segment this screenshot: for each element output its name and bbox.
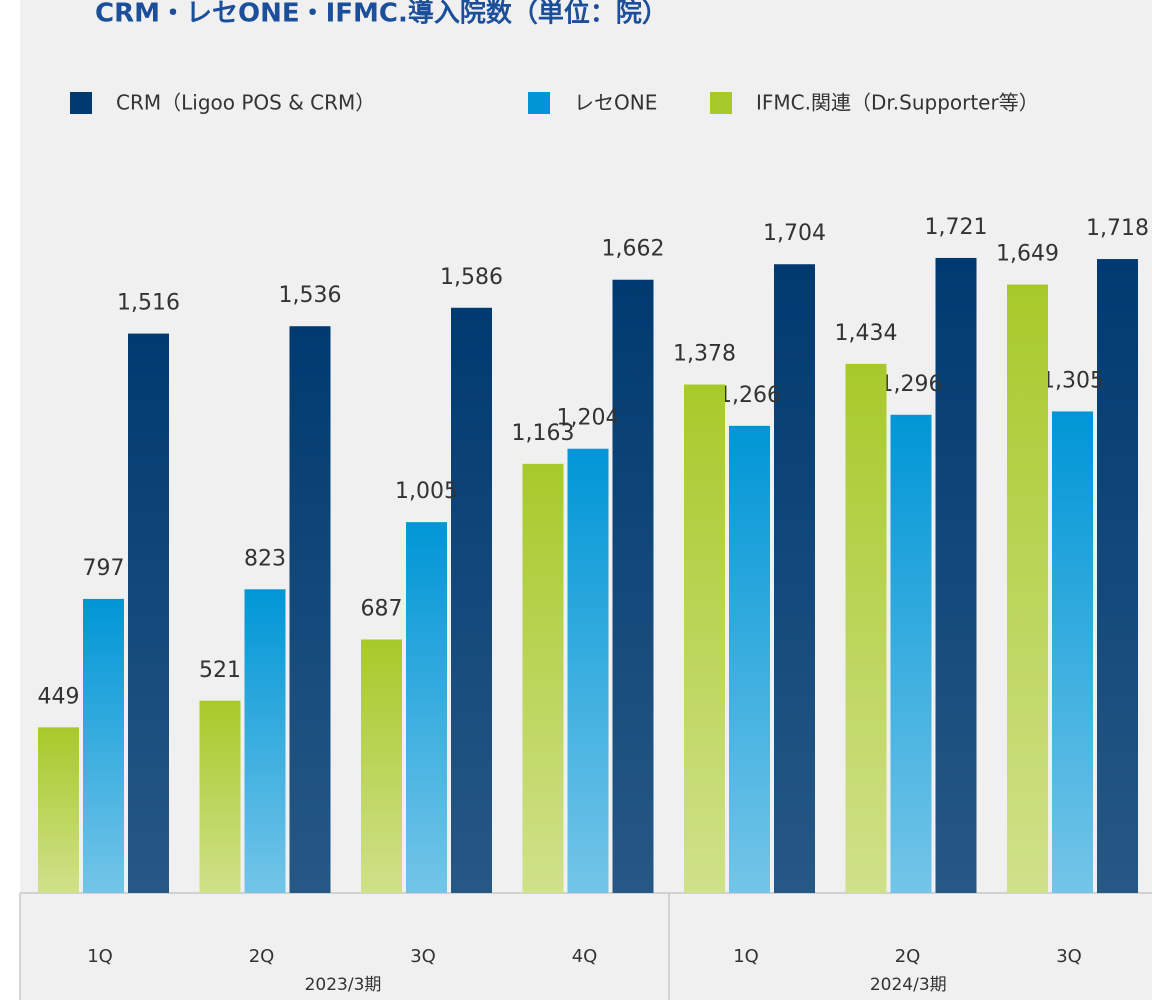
data-label: 1,704 [763,221,826,246]
bar [845,363,887,893]
data-label: 1,378 [673,342,736,367]
data-label: 1,516 [117,291,180,316]
bar [451,307,492,893]
chart-title: CRM・レセONE・IFMC.導入院数（単位：院） [95,0,668,29]
bar [774,264,815,893]
x-tick-label: 2Q [895,946,921,967]
legend-label: レセONE [574,91,657,115]
bar [684,384,725,893]
bar [935,257,977,893]
x-group-label: 2024/3期 [870,975,947,995]
legend-swatch [710,92,732,114]
data-label: 1,266 [718,383,781,408]
data-label: 1,204 [557,406,620,431]
data-label: 1,163 [512,421,575,446]
data-label: 1,662 [602,237,665,262]
x-tick-label: 1Q [733,946,759,967]
bar [128,333,169,893]
data-label: 521 [199,658,241,683]
data-label: 1,434 [835,321,898,346]
data-label: 1,649 [996,242,1059,267]
bar [406,522,447,893]
data-label: 1,586 [440,265,503,290]
legend-label: IFMC.関連（Dr.Supporter等） [756,91,1039,115]
bar [83,598,124,893]
x-tick-label: 3Q [1056,946,1082,967]
bar [890,414,932,893]
data-label: 449 [38,684,80,709]
legend-swatch [528,92,550,114]
data-label: 1,296 [880,372,943,397]
x-group-label: 2023/3期 [305,975,382,995]
bar [289,326,331,893]
bar [38,727,79,893]
data-label: 1,718 [1086,216,1149,241]
bar [1007,284,1048,893]
data-label: 1,005 [395,479,458,504]
legend-swatch [70,92,92,114]
data-label: 687 [361,596,403,621]
bar [612,279,654,893]
bar [522,463,564,893]
bar [361,639,402,893]
bar [199,700,241,893]
bar [244,589,286,893]
bar [1097,259,1138,894]
x-tick-label: 3Q [410,946,436,967]
bar [567,448,609,893]
data-label: 823 [244,546,286,571]
x-tick-label: 1Q [87,946,113,967]
data-label: 1,721 [925,215,988,240]
data-label: 1,305 [1041,368,1104,393]
x-tick-label: 2Q [249,946,275,967]
data-label: 797 [83,556,125,581]
x-tick-label: 4Q [572,946,598,967]
bar [1052,411,1093,893]
data-label: 1,536 [279,283,342,308]
bar [729,425,770,893]
legend-label: CRM（Ligoo POS & CRM） [116,91,375,115]
